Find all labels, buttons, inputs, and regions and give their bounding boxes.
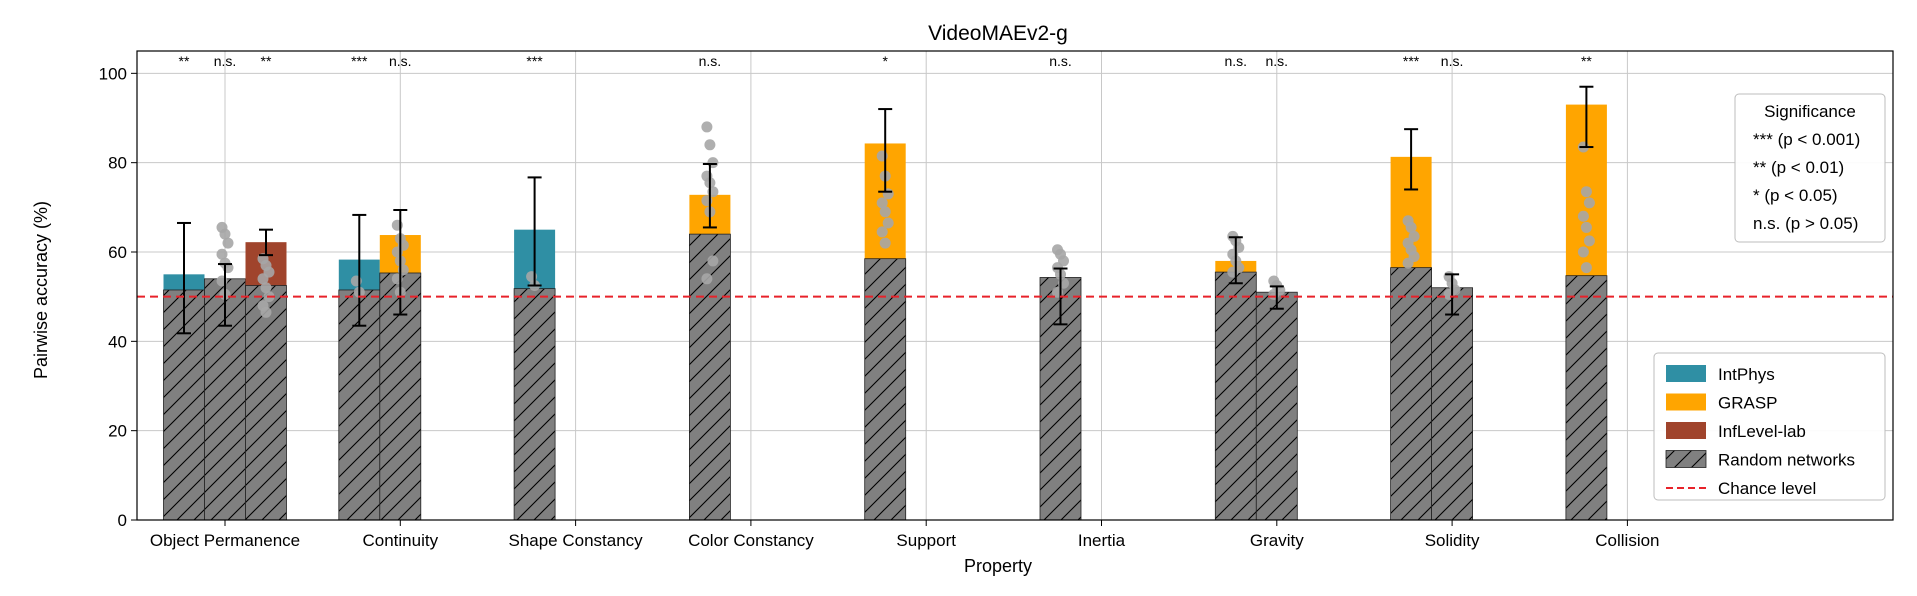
plot-frame — [136, 50, 1894, 521]
y-tick-label: 100 — [99, 64, 127, 83]
significance-label: *** — [351, 53, 368, 69]
random-network-bar — [1390, 267, 1432, 521]
random-network-point — [216, 248, 228, 260]
significance-label: *** — [1403, 53, 1420, 69]
random-network-bar — [1431, 287, 1473, 521]
series-legend-box — [1653, 352, 1886, 501]
random-network-point — [1583, 197, 1595, 209]
x-tick-label: Continuity — [362, 531, 438, 550]
y-axis-title: Pairwise accuracy (%) — [31, 201, 51, 379]
x-axis-title: Property — [964, 556, 1032, 576]
random-network-point — [260, 306, 272, 318]
significance-label: *** — [526, 53, 543, 69]
legend-swatch-random — [1665, 450, 1707, 468]
legend-entry-label: InfLevel-lab — [1718, 422, 1806, 441]
y-tick-label: 80 — [108, 154, 127, 173]
random-network-point — [260, 282, 272, 294]
x-tick-label: Shape Constancy — [508, 531, 643, 550]
significance-label: ** — [179, 53, 190, 69]
random-network-bar — [1214, 271, 1257, 521]
random-network-point — [222, 237, 234, 249]
random-network-point — [1402, 257, 1414, 269]
random-network-bar — [1255, 291, 1298, 521]
x-tick-label: Gravity — [1250, 531, 1304, 550]
significance-legend-entry: n.s. (p > 0.05) — [1753, 214, 1858, 233]
legend-swatch — [1666, 393, 1706, 411]
significance-legend-title: Significance — [1764, 102, 1856, 121]
legend-swatch — [1666, 422, 1706, 439]
random-network-point — [1583, 235, 1595, 247]
significance-legend-entry: ** (p < 0.01) — [1753, 158, 1844, 177]
significance-label: n.s. — [389, 53, 412, 69]
random-network-point — [1580, 221, 1592, 233]
labels-layer: VideoMAEv2-g Property Pairwise accuracy … — [31, 22, 1660, 576]
random-network-bar — [513, 288, 556, 521]
x-tick-label: Support — [896, 531, 956, 550]
significance-legend-entry: *** (p < 0.001) — [1753, 130, 1860, 149]
random-network-bar — [245, 285, 287, 521]
legend-entry-label: Chance level — [1718, 479, 1816, 498]
legend-entry-label: Random networks — [1718, 451, 1855, 470]
random-network-point — [704, 139, 716, 151]
random-network-bar — [1565, 275, 1608, 521]
random-network-point — [1405, 221, 1417, 233]
x-tick-label: Solidity — [1425, 531, 1480, 550]
error-bars-layer — [177, 85, 1594, 335]
legend-layer: Significance *** (p < 0.001) ** (p < 0.01)… — [1653, 93, 1886, 501]
x-tick-label: Object Permanence — [150, 531, 300, 550]
significance-legend-box — [1734, 93, 1886, 243]
random-network-point — [1577, 210, 1589, 222]
y-tick-label: 60 — [108, 243, 127, 262]
random-network-point — [1580, 186, 1592, 198]
random-network-point — [1580, 262, 1592, 274]
random-network-point — [876, 226, 888, 238]
random-network-point — [1577, 246, 1589, 258]
legend-entry-label: GRASP — [1718, 394, 1778, 413]
random-network-point — [879, 237, 891, 249]
axes-layer — [131, 50, 1894, 526]
random-network-bar — [864, 258, 907, 521]
legend-entry-label: IntPhys — [1718, 365, 1775, 384]
x-tick-label: Color Constancy — [688, 531, 814, 550]
random-network-point — [879, 206, 891, 218]
significance-label: n.s. — [1049, 53, 1072, 69]
random-network-point — [257, 273, 269, 285]
random-network-point — [876, 197, 888, 209]
significance-label: n.s. — [1266, 53, 1289, 69]
legend-swatch — [1666, 365, 1706, 382]
bars-layer — [163, 104, 1608, 521]
random-network-point — [701, 273, 713, 285]
significance-label: * — [882, 53, 888, 69]
significance-label: ** — [261, 53, 272, 69]
significance-label: ** — [1581, 53, 1592, 69]
x-tick-label: Collision — [1595, 531, 1659, 550]
significance-label: n.s. — [1225, 53, 1248, 69]
significance-label: n.s. — [214, 53, 237, 69]
y-tick-label: 40 — [108, 332, 127, 351]
chart-title: VideoMAEv2-g — [928, 22, 1068, 45]
x-tick-label: Inertia — [1078, 531, 1126, 550]
significance-label: n.s. — [1441, 53, 1464, 69]
random-network-point — [882, 217, 894, 229]
y-tick-label: 20 — [108, 422, 127, 441]
random-network-point — [219, 228, 231, 240]
significance-label: n.s. — [699, 53, 722, 69]
random-network-point — [707, 255, 719, 267]
y-tick-label: 0 — [118, 511, 127, 530]
random-network-point — [701, 121, 713, 133]
significance-legend-entry: * (p < 0.05) — [1753, 186, 1838, 205]
random-network-bar — [338, 289, 381, 521]
